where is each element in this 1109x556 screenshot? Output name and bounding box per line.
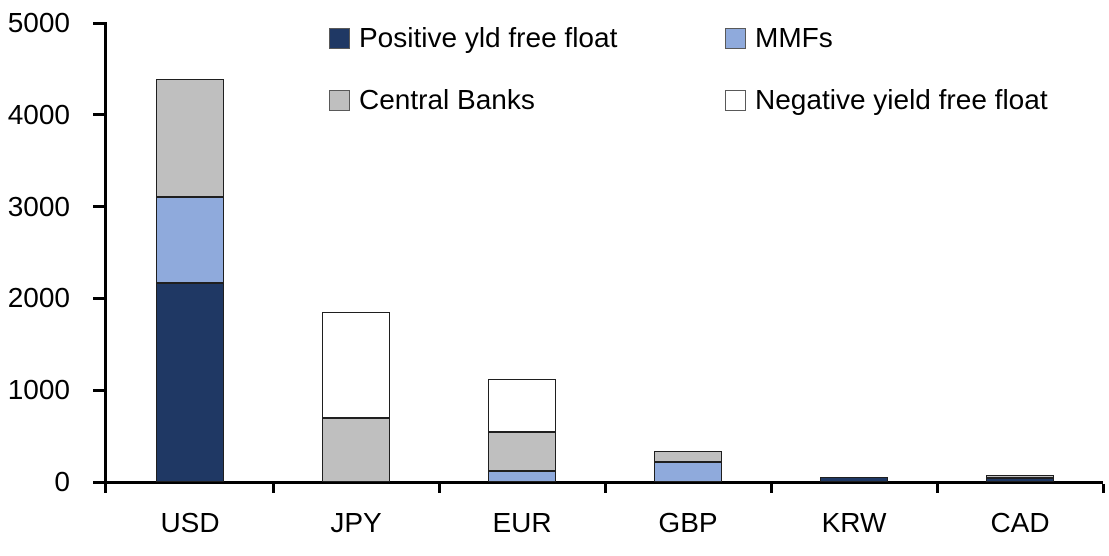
legend-swatch-positive-yld-free-float bbox=[329, 27, 350, 49]
legend-swatch-mmfs bbox=[725, 27, 746, 49]
x-tick-6 bbox=[1101, 484, 1105, 493]
y-tick-label-3000: 3000 bbox=[7, 190, 70, 222]
y-tick-label-0: 0 bbox=[54, 466, 70, 497]
bar-usd bbox=[156, 79, 224, 482]
bar-segment-jpy-negative-yield-free-float bbox=[322, 312, 390, 418]
y-tick-1000 bbox=[93, 388, 107, 392]
bar-segment-krw-positive-yld-free-float bbox=[820, 477, 888, 482]
x-category-label-usd: USD bbox=[160, 507, 220, 538]
bar-segment-cad-central-banks bbox=[986, 474, 1054, 479]
legend-swatch-central-banks bbox=[329, 89, 350, 111]
y-tick-3000 bbox=[93, 205, 107, 209]
legend-item-central-banks: Central Banks bbox=[329, 84, 535, 116]
legend-label-negative-yield-free-float: Negative yield free float bbox=[755, 84, 1048, 115]
legend-label-central-banks: Central Banks bbox=[359, 84, 535, 115]
x-tick-4 bbox=[769, 484, 773, 493]
legend-item-mmfs: MMFs bbox=[725, 22, 833, 54]
bar-segment-eur-negative-yield-free-float bbox=[488, 379, 556, 432]
bar-krw bbox=[820, 477, 888, 482]
x-tick-5 bbox=[935, 484, 939, 493]
y-tick-4000 bbox=[93, 113, 107, 117]
y-tick-0 bbox=[93, 480, 107, 484]
y-tick-5000 bbox=[93, 21, 107, 25]
legend-item-positive-yld-free-float: Positive yld free float bbox=[329, 22, 617, 54]
bar-segment-jpy-central-banks bbox=[322, 417, 390, 482]
y-tick-label-1000: 1000 bbox=[7, 374, 70, 406]
y-tick-label-5000: 5000 bbox=[7, 7, 70, 38]
bar-eur bbox=[488, 379, 556, 482]
bar-jpy bbox=[322, 312, 390, 482]
x-tick-1 bbox=[271, 484, 275, 493]
bar-segment-usd-mmfs bbox=[156, 196, 224, 283]
bar-segment-eur-mmfs bbox=[488, 470, 556, 482]
legend-label-mmfs: MMFs bbox=[755, 22, 833, 53]
bar-segment-usd-positive-yld-free-float bbox=[156, 282, 224, 482]
legend-label-positive-yld-free-float: Positive yld free float bbox=[359, 22, 618, 53]
x-tick-3 bbox=[603, 484, 607, 493]
y-axis-line bbox=[104, 22, 107, 493]
bar-segment-usd-central-banks bbox=[156, 79, 224, 197]
x-tick-2 bbox=[437, 484, 441, 493]
plot-area bbox=[107, 23, 1103, 482]
legend-item-negative-yield-free-float: Negative yield free float bbox=[725, 84, 1048, 116]
x-axis-line bbox=[104, 481, 1103, 484]
y-tick-label-4000: 4000 bbox=[7, 98, 70, 130]
y-tick-2000 bbox=[93, 296, 107, 300]
y-tick-label-2000: 2000 bbox=[7, 282, 70, 314]
x-category-label-eur: EUR bbox=[492, 507, 552, 538]
bar-segment-gbp-central-banks bbox=[654, 450, 722, 462]
x-category-label-krw: KRW bbox=[821, 507, 887, 538]
x-category-label-cad: CAD bbox=[990, 507, 1050, 538]
legend-swatch-negative-yield-free-float bbox=[725, 89, 746, 111]
x-category-label-jpy: JPY bbox=[330, 507, 382, 538]
bar-segment-eur-central-banks bbox=[488, 431, 556, 471]
bar-cad bbox=[986, 474, 1054, 482]
x-category-label-gbp: GBP bbox=[658, 507, 718, 538]
bar-gbp bbox=[654, 450, 722, 482]
bar-segment-gbp-mmfs bbox=[654, 461, 722, 482]
bar-segment-cad-positive-yld-free-float bbox=[986, 478, 1054, 482]
